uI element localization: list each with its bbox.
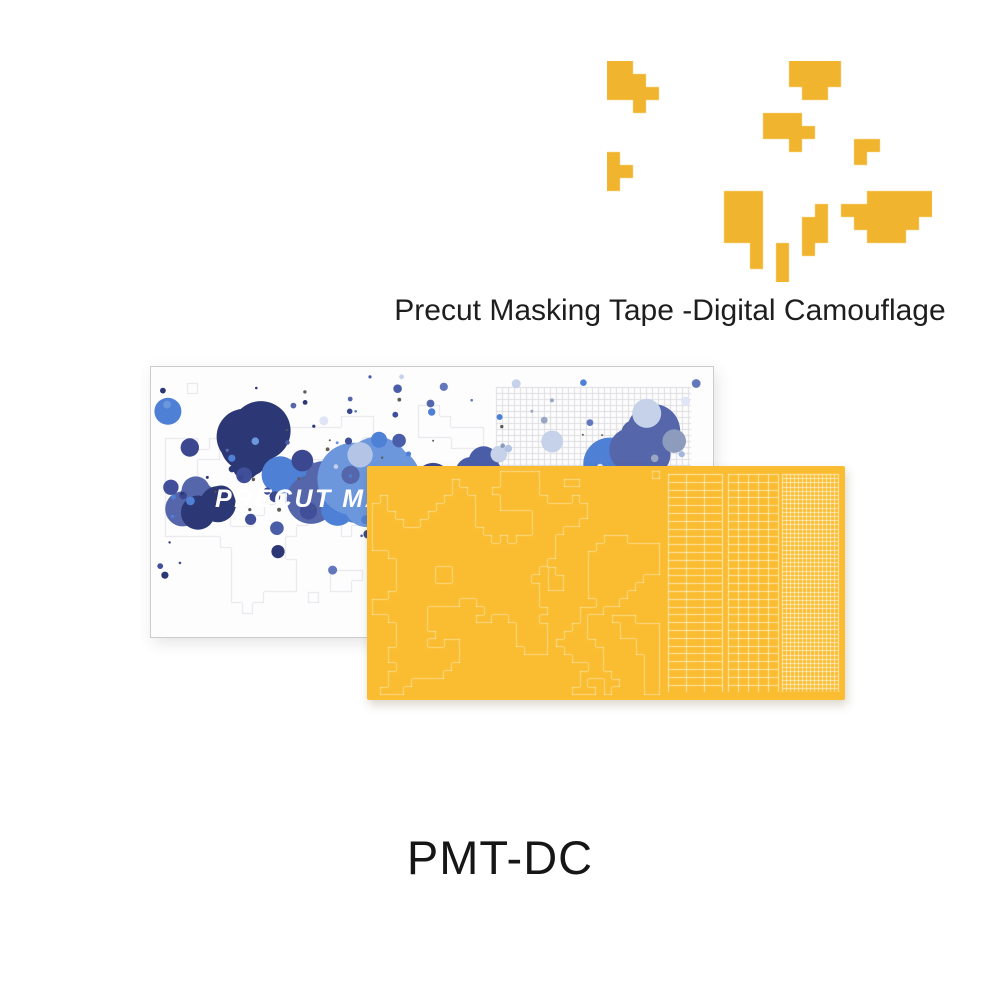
tape-sheet-pattern-canvas	[367, 466, 845, 700]
box-background-pattern-canvas	[151, 367, 713, 637]
masking-tape-sheet	[367, 466, 845, 700]
product-pattern-label: Precut Masking Tape -Digital Camouflage	[394, 294, 946, 327]
package-box: PRECUT MASKING	[150, 366, 714, 638]
box-print-title: PRECUT MASKING	[215, 485, 478, 513]
paint-splatter-graphic	[154, 374, 705, 587]
product-sku: PMT-DC	[406, 831, 594, 884]
digital-camo-pattern-canvas	[607, 61, 932, 282]
camo-pattern-swatch	[607, 61, 932, 282]
